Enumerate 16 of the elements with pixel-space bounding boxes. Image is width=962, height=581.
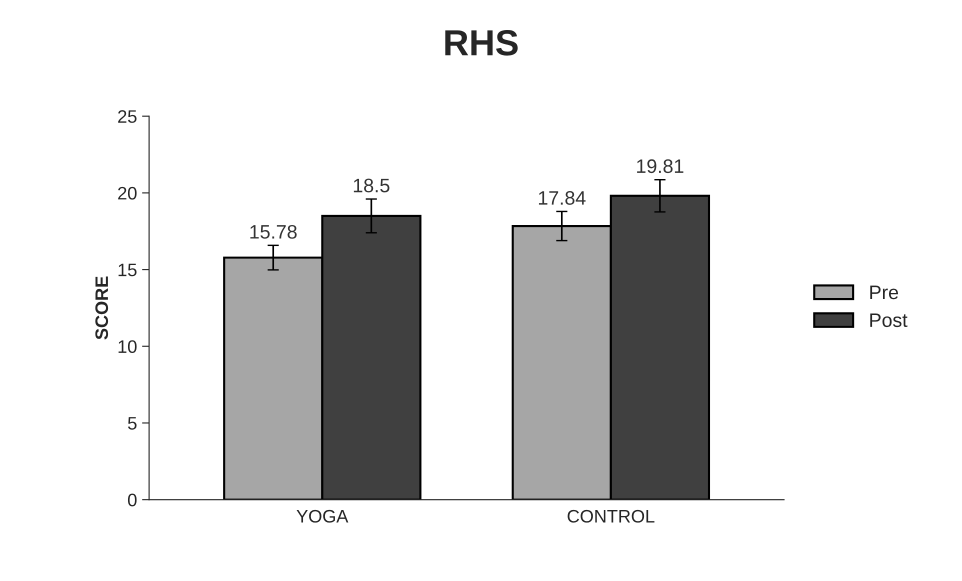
y-tick-label: 20 xyxy=(118,186,137,200)
data-label: 18.5 xyxy=(354,178,390,192)
legend-label: Post xyxy=(870,314,908,328)
data-label: 19.81 xyxy=(637,159,684,174)
y-tick-label: 10 xyxy=(118,340,137,353)
x-tick-label: YOGA xyxy=(296,510,348,523)
y-axis-title: SCORE xyxy=(95,276,108,340)
legend-label: Pre xyxy=(870,286,898,300)
data-label: 15.78 xyxy=(250,224,297,239)
y-tick-label: 15 xyxy=(118,264,137,276)
y-tick-label: 25 xyxy=(118,110,137,123)
x-tick-label: CONTROL xyxy=(568,510,654,523)
data-label: 17.84 xyxy=(538,191,586,205)
chart-title: RHS xyxy=(445,30,518,56)
y-tick-label: 5 xyxy=(128,417,137,430)
y-tick-label: 0 xyxy=(128,494,137,506)
